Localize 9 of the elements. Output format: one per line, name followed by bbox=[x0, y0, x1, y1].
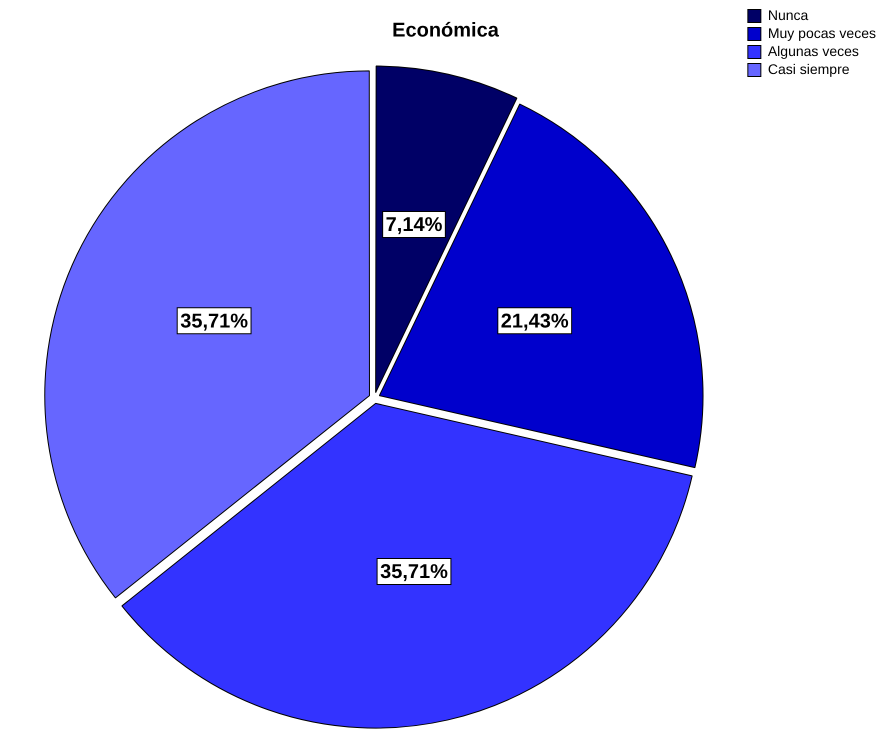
text: Económica bbox=[392, 20, 500, 42]
data-label: 35,71% bbox=[180, 310, 248, 332]
legend-label: Algunas veces bbox=[768, 42, 859, 59]
legend-label: Casi siempre bbox=[768, 60, 850, 77]
data-label: 35,71% bbox=[380, 560, 448, 583]
legend-label: Muy pocas veces bbox=[768, 24, 876, 41]
data-label: 21,43% bbox=[500, 310, 569, 332]
data-label: 7,14% bbox=[386, 214, 443, 236]
legend-label: Nunca bbox=[768, 6, 809, 23]
